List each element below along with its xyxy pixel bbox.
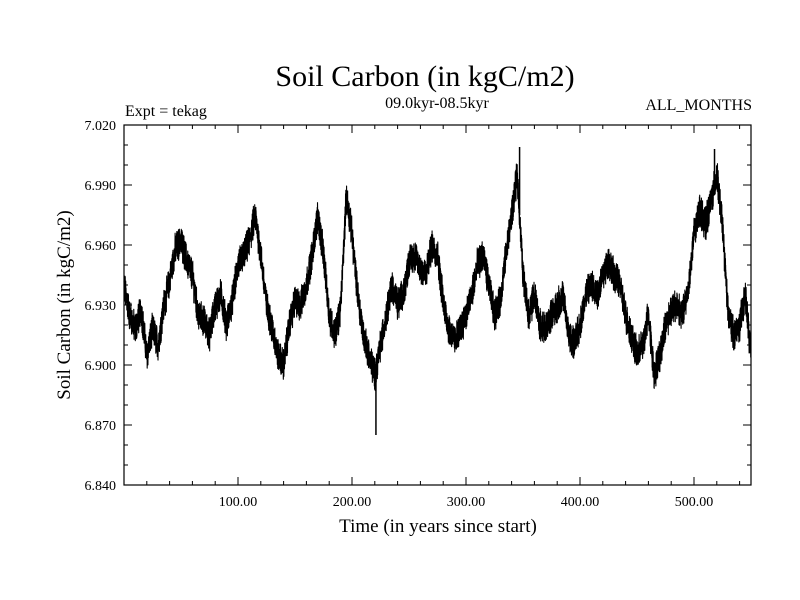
x-tick-label: 400.00 xyxy=(561,495,600,510)
y-tick-label: 7.020 xyxy=(85,119,117,134)
x-tick-label: 200.00 xyxy=(333,495,372,510)
plot-area xyxy=(123,147,752,435)
experiment-label: Expt = tekag xyxy=(125,103,207,120)
months-label: ALL_MONTHS xyxy=(645,97,752,114)
period-label: 09.0kyr-08.5kyr xyxy=(385,95,489,112)
y-tick-label: 6.990 xyxy=(85,179,117,194)
y-tick-label: 6.870 xyxy=(85,419,117,434)
y-tick-label: 6.930 xyxy=(85,299,117,314)
x-tick-label: 100.00 xyxy=(219,495,258,510)
x-tick-label: 300.00 xyxy=(447,495,486,510)
y-tick-label: 6.960 xyxy=(85,239,117,254)
series-line-soil-carbon xyxy=(123,163,752,392)
axis-ticks: 6.840 6.870 6.900 6.930 6.960 6.990 7.020 100.0… xyxy=(85,119,751,510)
y-tick-label: 6.900 xyxy=(85,359,117,374)
y-axis-label: Soil Carbon (in kgC/m2) xyxy=(54,210,75,399)
y-tick-label: 6.840 xyxy=(85,479,117,494)
x-axis-label: Time (in years since start) xyxy=(339,516,537,537)
x-tick-label: 500.00 xyxy=(675,495,714,510)
chart-title: Soil Carbon (in kgC/m2) xyxy=(275,60,574,93)
